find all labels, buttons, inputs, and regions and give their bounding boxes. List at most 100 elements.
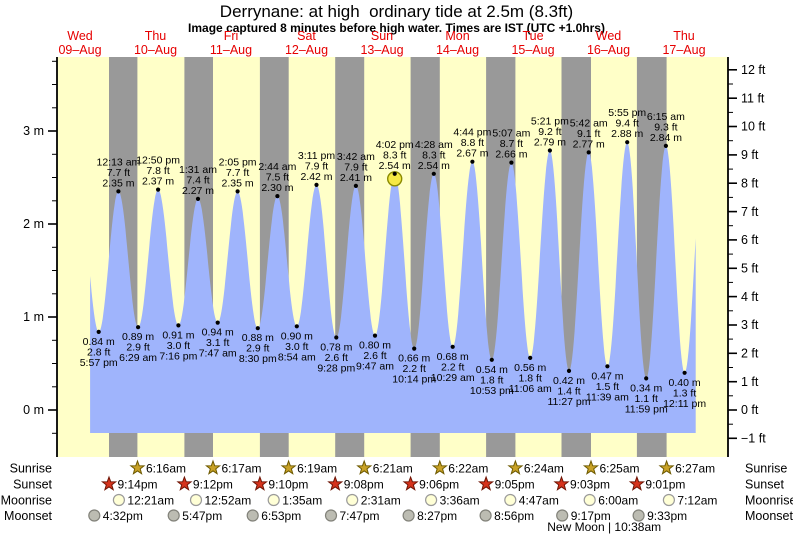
tide-annotation-line: 9:28 pm xyxy=(317,363,355,375)
tide-annotation-line: 0.54 m xyxy=(476,364,508,376)
moonrise-event: 3:36am xyxy=(425,493,480,507)
tide-annotation-line: 0.89 m xyxy=(122,331,154,343)
tide-extreme-dot xyxy=(470,159,475,164)
high-tide-annotation: 4:28 am8.3 ft2.54 m xyxy=(415,139,453,176)
tide-annotation-line: 0.34 m xyxy=(630,382,662,394)
sunset-event: 9:12pm xyxy=(176,475,233,491)
sunrise-event: 6:22am xyxy=(431,459,488,475)
day-name-label: Sun xyxy=(371,29,393,43)
tide-extreme-dot xyxy=(663,143,669,148)
astro-row-label-right: Moonrise xyxy=(745,493,793,507)
high-tide-annotation: 2:44 am7.5 ft2.30 m xyxy=(258,161,297,199)
day-name-label: Wed xyxy=(67,29,93,43)
tide-extreme-dot xyxy=(547,148,553,153)
tide-annotation-line: 8.7 ft xyxy=(500,138,523,150)
tide-extreme-dot xyxy=(136,325,141,330)
astro-event-time: 9:08pm xyxy=(344,477,384,491)
astro-row-label-right: Sunset xyxy=(745,477,784,491)
sunrise-star-icon xyxy=(431,459,448,475)
moonrise-event: 4:47am xyxy=(504,493,559,507)
tide-extreme-dot xyxy=(412,346,417,351)
astro-event-time: 7:47pm xyxy=(340,509,380,523)
tide-annotation-line: 7.7 ft xyxy=(226,167,249,179)
page-title: Derrynane: at high ordinary tide at 2.5m… xyxy=(219,2,574,21)
tide-annotation-line: 2.35 m xyxy=(102,177,134,189)
high-tide-annotation: 2:05 pm7.7 ft2.35 m xyxy=(219,156,257,194)
moonset-event: 4:32pm xyxy=(88,509,143,523)
tide-extreme-dot xyxy=(353,183,358,188)
astro-event-time: 9:06pm xyxy=(419,477,459,491)
tide-extreme-dot xyxy=(215,320,220,325)
day-name-label: Fri xyxy=(224,29,239,43)
tide-annotation-line: 9.1 ft xyxy=(577,128,600,140)
tide-annotation-line: 2.67 m xyxy=(456,148,488,160)
tide-annotation-line: 10:53 pm xyxy=(470,385,514,397)
day-date-label: 12–Aug xyxy=(285,43,328,57)
day-date-label: 15–Aug xyxy=(511,43,554,57)
tide-extreme-dot xyxy=(625,140,630,145)
moonrise-icon xyxy=(504,493,517,507)
astro-event-time: 6:53pm xyxy=(261,509,301,523)
high-tide-annotation: 3:11 pm7.9 ft2.42 m xyxy=(298,150,335,187)
tide-annotation-line: 1.3 ft xyxy=(673,387,696,399)
right-axis-label: 3 ft xyxy=(741,318,759,332)
astro-row-label-left: Moonset xyxy=(4,509,52,523)
day-name-label: Thu xyxy=(673,29,695,43)
right-axis-label: 0 ft xyxy=(741,403,759,417)
astro-event-time: 12:21am xyxy=(127,493,174,507)
tide-annotation-line: 2.6 ft xyxy=(363,350,386,362)
tide-annotation-line: 0.68 m xyxy=(437,351,469,363)
day-date-label: 09–Aug xyxy=(58,43,101,57)
right-axis-label: 2 ft xyxy=(741,347,759,361)
tide-annotation-line: 8:30 pm xyxy=(239,353,277,365)
sunset-event: 9:14pm xyxy=(101,475,158,491)
day-date-label: 16–Aug xyxy=(587,43,630,57)
tide-annotation-line: 5:21 pm xyxy=(531,116,569,128)
moonset-icon xyxy=(402,509,415,522)
tide-annotation-line: 6:15 am xyxy=(647,111,685,123)
low-tide-annotation: 0.84 m2.8 ft5:57 pm xyxy=(80,329,118,369)
tide-annotation-line: 4:28 am xyxy=(415,139,453,151)
tide-annotation-line: 2.84 m xyxy=(650,132,682,144)
astro-event-time: 9:12pm xyxy=(193,477,233,491)
tide-annotation-line: 7.4 ft xyxy=(186,174,209,186)
day-name-label: Thu xyxy=(145,29,167,43)
high-tide-annotation: 1:31 am7.4 ft2.27 m xyxy=(179,164,217,201)
moonset-icon xyxy=(246,509,259,522)
tide-annotation-line: 0.66 m xyxy=(398,353,430,365)
day-name-label: Sat xyxy=(297,29,316,43)
tide-annotation-line: 4:02 pm xyxy=(376,139,414,151)
moonrise-icon xyxy=(189,493,203,507)
right-axis-label: 4 ft xyxy=(741,290,759,304)
low-tide-annotation: 0.78 m2.6 ft9:28 pm xyxy=(317,335,356,375)
sunrise-event: 6:17am xyxy=(205,459,262,475)
high-tide-annotation: 12:50 pm7.8 ft2.37 m xyxy=(136,155,180,192)
low-tide-annotation: 0.88 m2.9 ft8:30 pm xyxy=(239,326,277,365)
right-axis-label: 5 ft xyxy=(741,261,759,275)
right-axis-label: −1 ft xyxy=(741,432,766,446)
tide-annotation-line: 10:14 pm xyxy=(392,374,436,386)
tide-extreme-dot xyxy=(450,344,455,349)
tide-extreme-dot xyxy=(509,160,514,165)
tide-extreme-dot xyxy=(566,368,572,373)
astro-event-time: 6:27am xyxy=(675,461,715,475)
sunset-star-icon xyxy=(327,475,344,491)
day-name-label: Tue xyxy=(522,29,543,43)
right-axis-label: 7 ft xyxy=(741,205,759,219)
tide-annotation-line: 0.40 m xyxy=(669,377,701,389)
tide-extreme-dot xyxy=(255,326,260,331)
tide-annotation-line: 12:50 pm xyxy=(136,155,180,167)
sunset-star-icon xyxy=(478,475,495,491)
day-name-label: Wed xyxy=(596,29,622,43)
astro-event-time: 8:27pm xyxy=(417,509,457,523)
astro-event-time: 6:25am xyxy=(600,461,640,475)
left-axis-label: 1 m xyxy=(23,310,44,324)
tide-annotation-line: 5:07 am xyxy=(492,128,530,140)
astro-event-time: 6:22am xyxy=(448,461,488,475)
astro-event-time: 12:52am xyxy=(205,493,252,507)
high-tide-annotation: 5:07 am8.7 ft2.66 m xyxy=(492,128,531,165)
